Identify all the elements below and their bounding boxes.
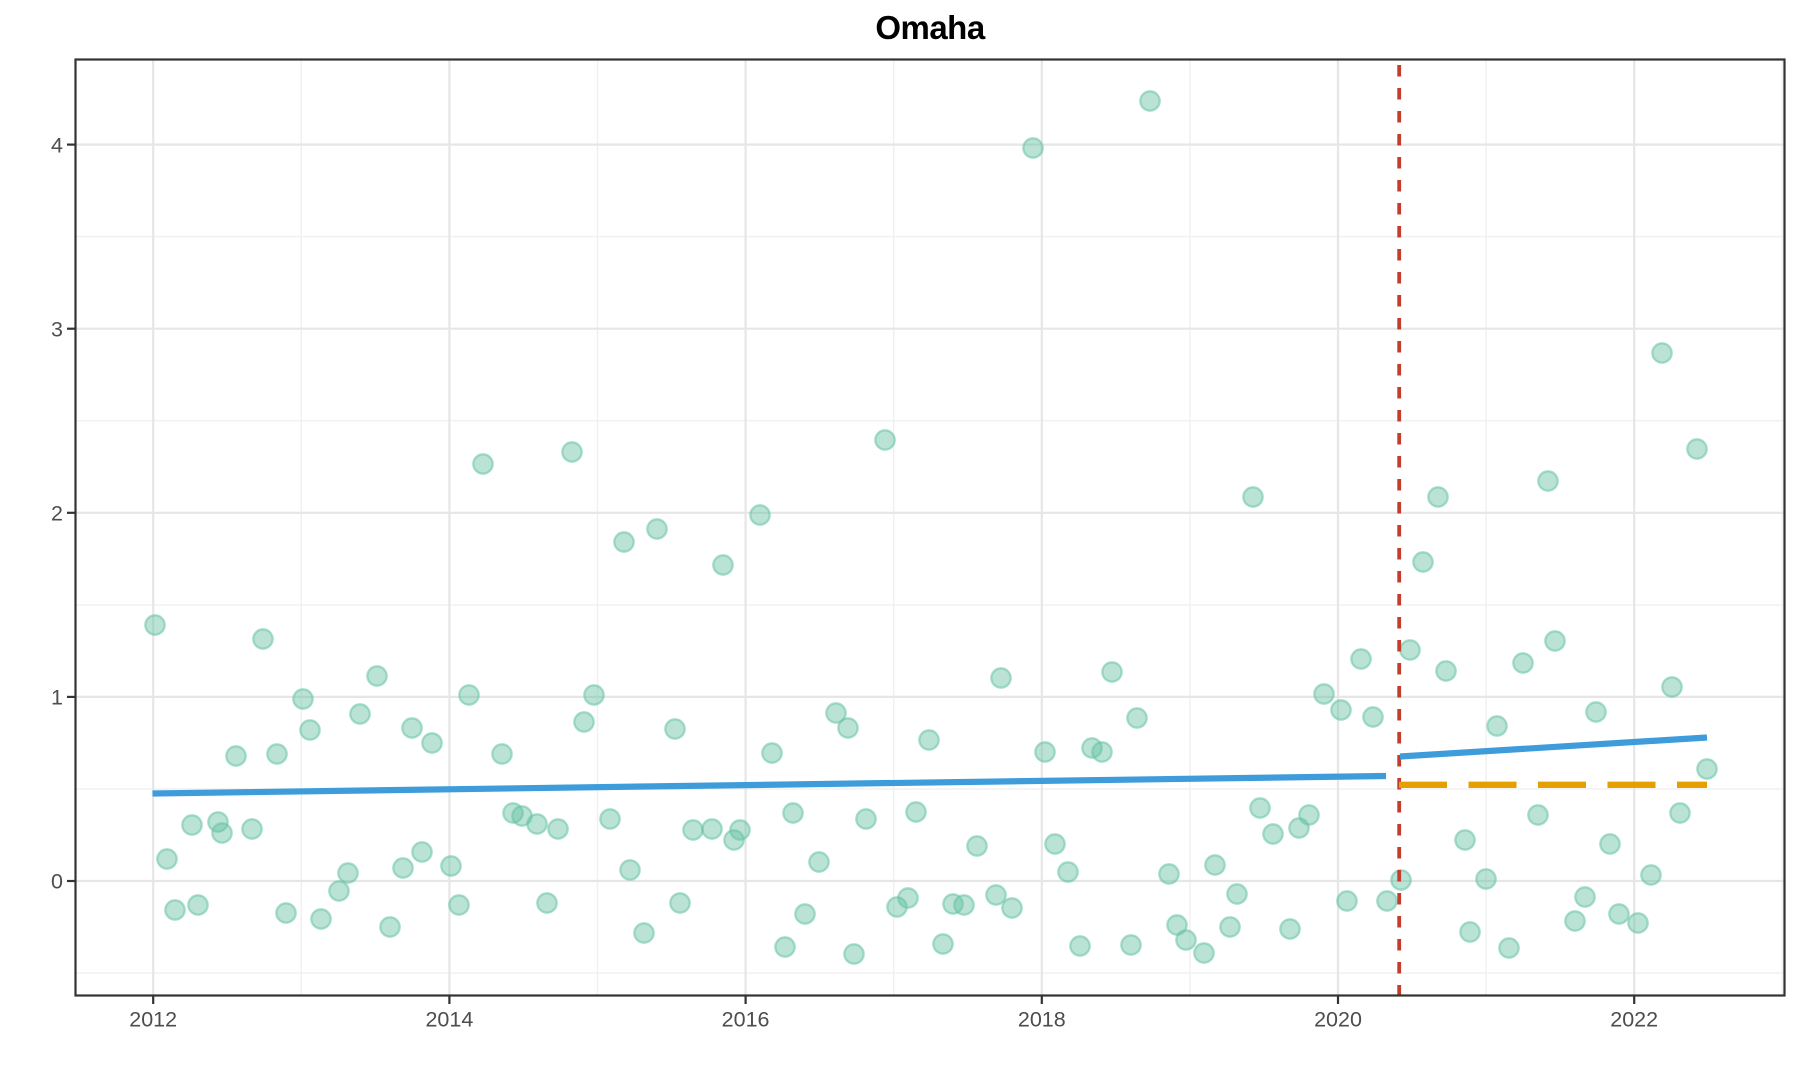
svg-text:2020: 2020 (1314, 1008, 1362, 1032)
svg-text:2: 2 (51, 502, 63, 526)
svg-text:2018: 2018 (1018, 1008, 1066, 1032)
svg-text:2016: 2016 (722, 1008, 770, 1032)
svg-text:2012: 2012 (129, 1008, 177, 1032)
svg-text:2014: 2014 (425, 1008, 473, 1032)
svg-text:0: 0 (51, 870, 63, 894)
svg-text:1: 1 (51, 686, 63, 710)
svg-text:2022: 2022 (1610, 1008, 1658, 1032)
svg-text:3: 3 (51, 317, 63, 341)
svg-text:Omaha: Omaha (875, 9, 986, 46)
svg-text:4: 4 (51, 133, 63, 157)
